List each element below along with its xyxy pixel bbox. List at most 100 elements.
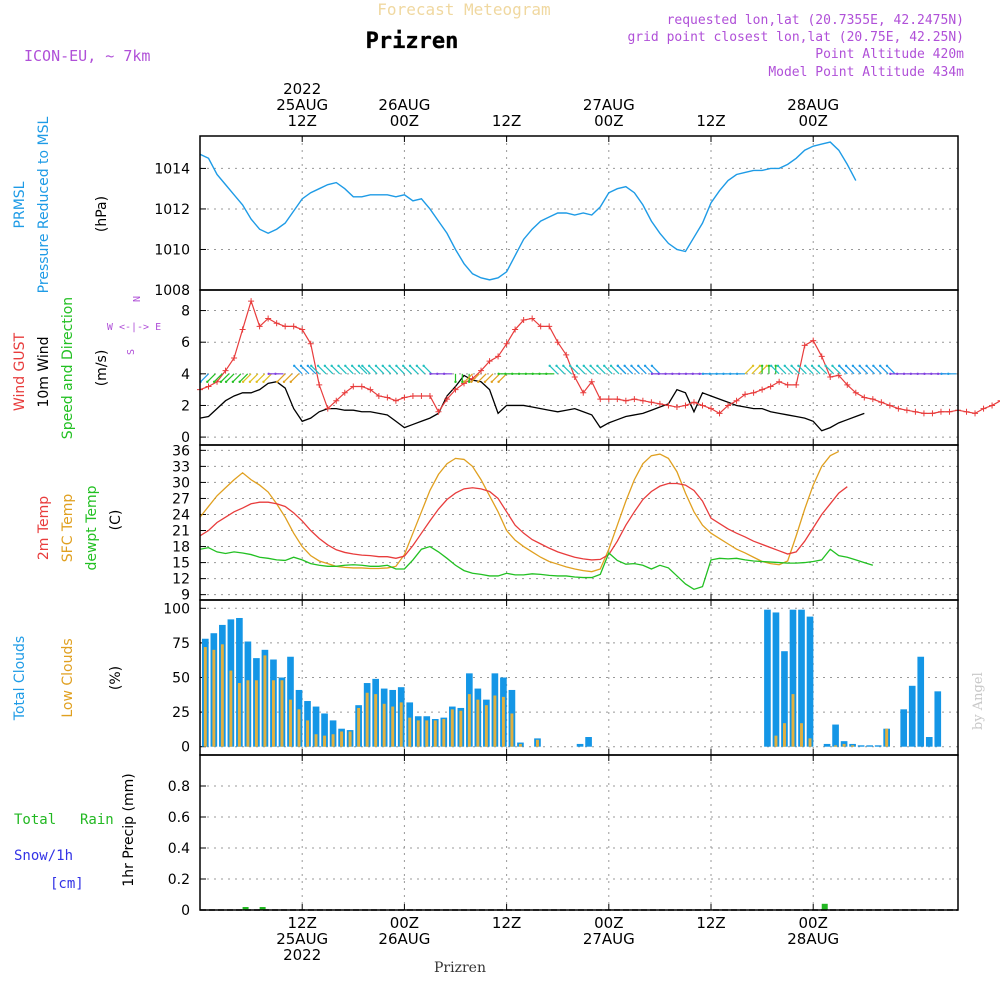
gust-point (852, 389, 859, 396)
total-cloud-bar (772, 612, 780, 747)
ytick-label: 50 (172, 671, 190, 687)
top-time-label: 12Z (492, 112, 521, 130)
gust-point (341, 389, 348, 396)
wind-arrow-head (851, 364, 855, 368)
top-time-label: 12Z (288, 112, 317, 130)
wind-arrow-head (316, 364, 320, 368)
wind-labels: Wind GUST 10m Wind Speed and Direction (… (12, 296, 161, 439)
wind-arrow (375, 365, 385, 375)
wind-arrow-head (461, 380, 464, 384)
ytick-label: 0.2 (168, 872, 190, 888)
wind-arrow (300, 365, 310, 375)
gust-point (818, 353, 825, 360)
wind-arrow (583, 365, 593, 375)
wind-arrow (317, 365, 327, 375)
total-cloud-bar (764, 609, 771, 747)
compass-n: N (132, 296, 143, 302)
temp2m-line (199, 482, 848, 561)
wind-arrow (825, 365, 835, 375)
low-cloud-bar (842, 743, 846, 747)
gust-point (486, 358, 493, 365)
top-time-label: 00Z (390, 112, 419, 130)
precip-unit: 1hr Precip (mm) (121, 773, 137, 886)
ytick-label: 36 (172, 443, 190, 459)
wind-arrow-head (408, 364, 412, 368)
total-cloud-bar (874, 745, 882, 747)
gust-point (563, 351, 570, 358)
rain-bar (259, 907, 266, 910)
wind-arrow-head (224, 380, 228, 384)
gust-point (767, 383, 774, 390)
gust-point (605, 396, 612, 403)
total-cloud-bar (832, 724, 839, 747)
wind-arrow-head (511, 372, 514, 376)
wind-arrow (416, 365, 426, 375)
low-cloud-bar (331, 734, 335, 747)
wind-arrow (290, 373, 300, 383)
wind-arrow-head (476, 380, 480, 384)
gust-point (580, 389, 587, 396)
wind-arrow-head (916, 372, 919, 376)
wind-arrow (879, 365, 889, 375)
total-rain-label-total: Total (14, 812, 56, 828)
wind-arrow (351, 365, 361, 375)
wind-speed-line (199, 374, 865, 432)
wind-arrow-head (623, 364, 626, 368)
low-cloud-bar (382, 703, 386, 747)
low-cloud-bar (365, 692, 369, 747)
wind-arrow (307, 365, 317, 375)
wind-arrow-head (555, 364, 558, 368)
wind-arrow-head (729, 372, 732, 376)
ytick-label: 15 (172, 556, 190, 572)
top-time-label: 27AUG (583, 96, 635, 114)
gust-point (878, 399, 885, 406)
low-cloud-bar (289, 699, 292, 747)
wind-arrow-head (483, 380, 487, 384)
gust-point (716, 410, 723, 417)
gust-point (316, 381, 323, 388)
wind-arrow-head (330, 364, 333, 368)
gust-point (443, 396, 450, 403)
wind-arrow-head (402, 364, 405, 368)
top-time-label: 00Z (594, 112, 623, 130)
wind-arrow (395, 365, 405, 375)
wind-arrow (886, 365, 896, 375)
wind-arrow-head (289, 380, 292, 384)
low-cloud-bar (467, 694, 471, 747)
gust-point (503, 340, 510, 347)
low-cloud-bar (203, 647, 207, 747)
ytick-label: 9 (181, 588, 190, 604)
ytick-label: 6 (181, 335, 190, 351)
total-cloud-bar (789, 609, 797, 747)
wind-arrow (324, 365, 334, 375)
ytick-label: 0 (181, 430, 190, 446)
wind-arrow-head (497, 380, 500, 384)
low-cloud-bar (237, 683, 241, 747)
wind-arrow-head (282, 380, 286, 384)
gust-point (384, 394, 391, 401)
wind-arrow (631, 365, 640, 375)
wind-arrow-head (241, 380, 245, 384)
wind-arrow-head (909, 372, 913, 376)
wind-arrow (283, 373, 293, 383)
low-cloud-bar (297, 709, 301, 747)
bottom-time-label: 26AUG (378, 930, 430, 948)
wind-arrow (603, 365, 613, 375)
gust-point (248, 298, 255, 305)
wind-arrow (590, 365, 600, 375)
wind-arrow (232, 373, 242, 383)
wind-arrow-head (858, 364, 861, 368)
gust-point (861, 394, 868, 401)
wind-arrow (206, 373, 216, 383)
wind-arrow-head (454, 380, 457, 384)
wind-arrow (242, 373, 252, 383)
gust-point (886, 402, 893, 409)
wind-arrow-head (609, 364, 613, 368)
gust-point (205, 383, 212, 390)
wind-arrow-head (361, 364, 364, 368)
wind-arrow-head (306, 364, 310, 368)
gust-point (980, 405, 987, 412)
low-cloud-bar (493, 695, 497, 747)
low-cloud-bar (263, 655, 267, 747)
wind-arrow (470, 373, 480, 383)
